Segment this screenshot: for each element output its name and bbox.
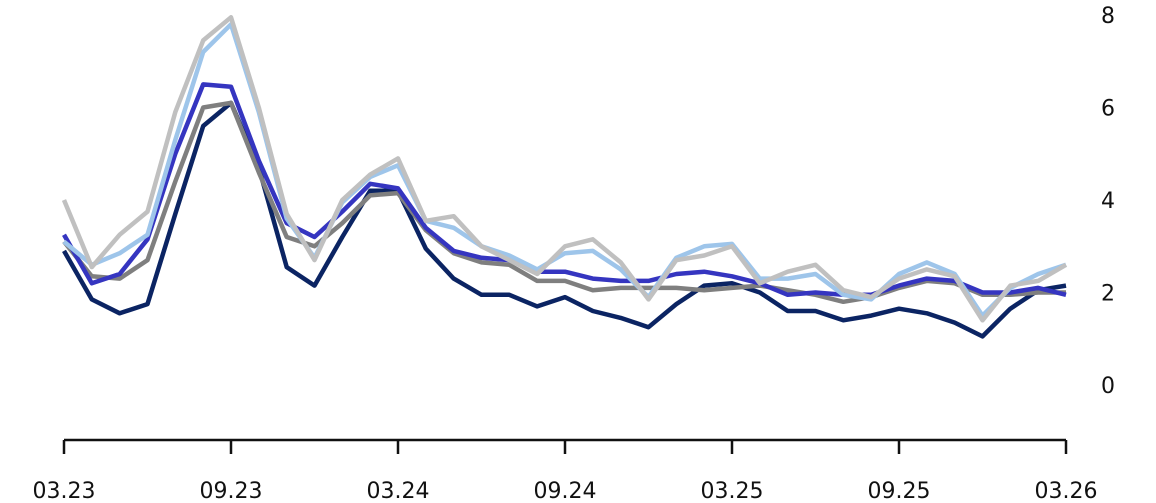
y-tick-label: 2 bbox=[1101, 282, 1115, 307]
y-tick-label: 6 bbox=[1101, 97, 1115, 122]
x-tick-label: 09.24 bbox=[534, 479, 597, 503]
y-tick-label: 0 bbox=[1101, 374, 1115, 399]
x-axis-ticks: 03.23 09.23 03.24 09.24 03.25 09.25 03.26 bbox=[33, 440, 1098, 503]
series-layer bbox=[61, 15, 1068, 339]
y-axis-ticks: 0 2 4 6 8 bbox=[1101, 4, 1115, 399]
x-tick-label: 03.23 bbox=[33, 479, 96, 503]
series-line-3 bbox=[62, 82, 1067, 298]
y-tick-label: 4 bbox=[1101, 189, 1115, 214]
x-tick-label: 03.25 bbox=[701, 479, 764, 503]
x-tick-label: 09.25 bbox=[868, 479, 931, 503]
x-tick-label: 03.24 bbox=[367, 479, 430, 503]
x-tick-label: 09.23 bbox=[200, 479, 263, 503]
series-line-1 bbox=[62, 100, 1067, 339]
series-line-5 bbox=[61, 15, 1068, 323]
y-tick-label: 8 bbox=[1101, 4, 1115, 29]
x-tick-label: 03.26 bbox=[1035, 479, 1098, 503]
